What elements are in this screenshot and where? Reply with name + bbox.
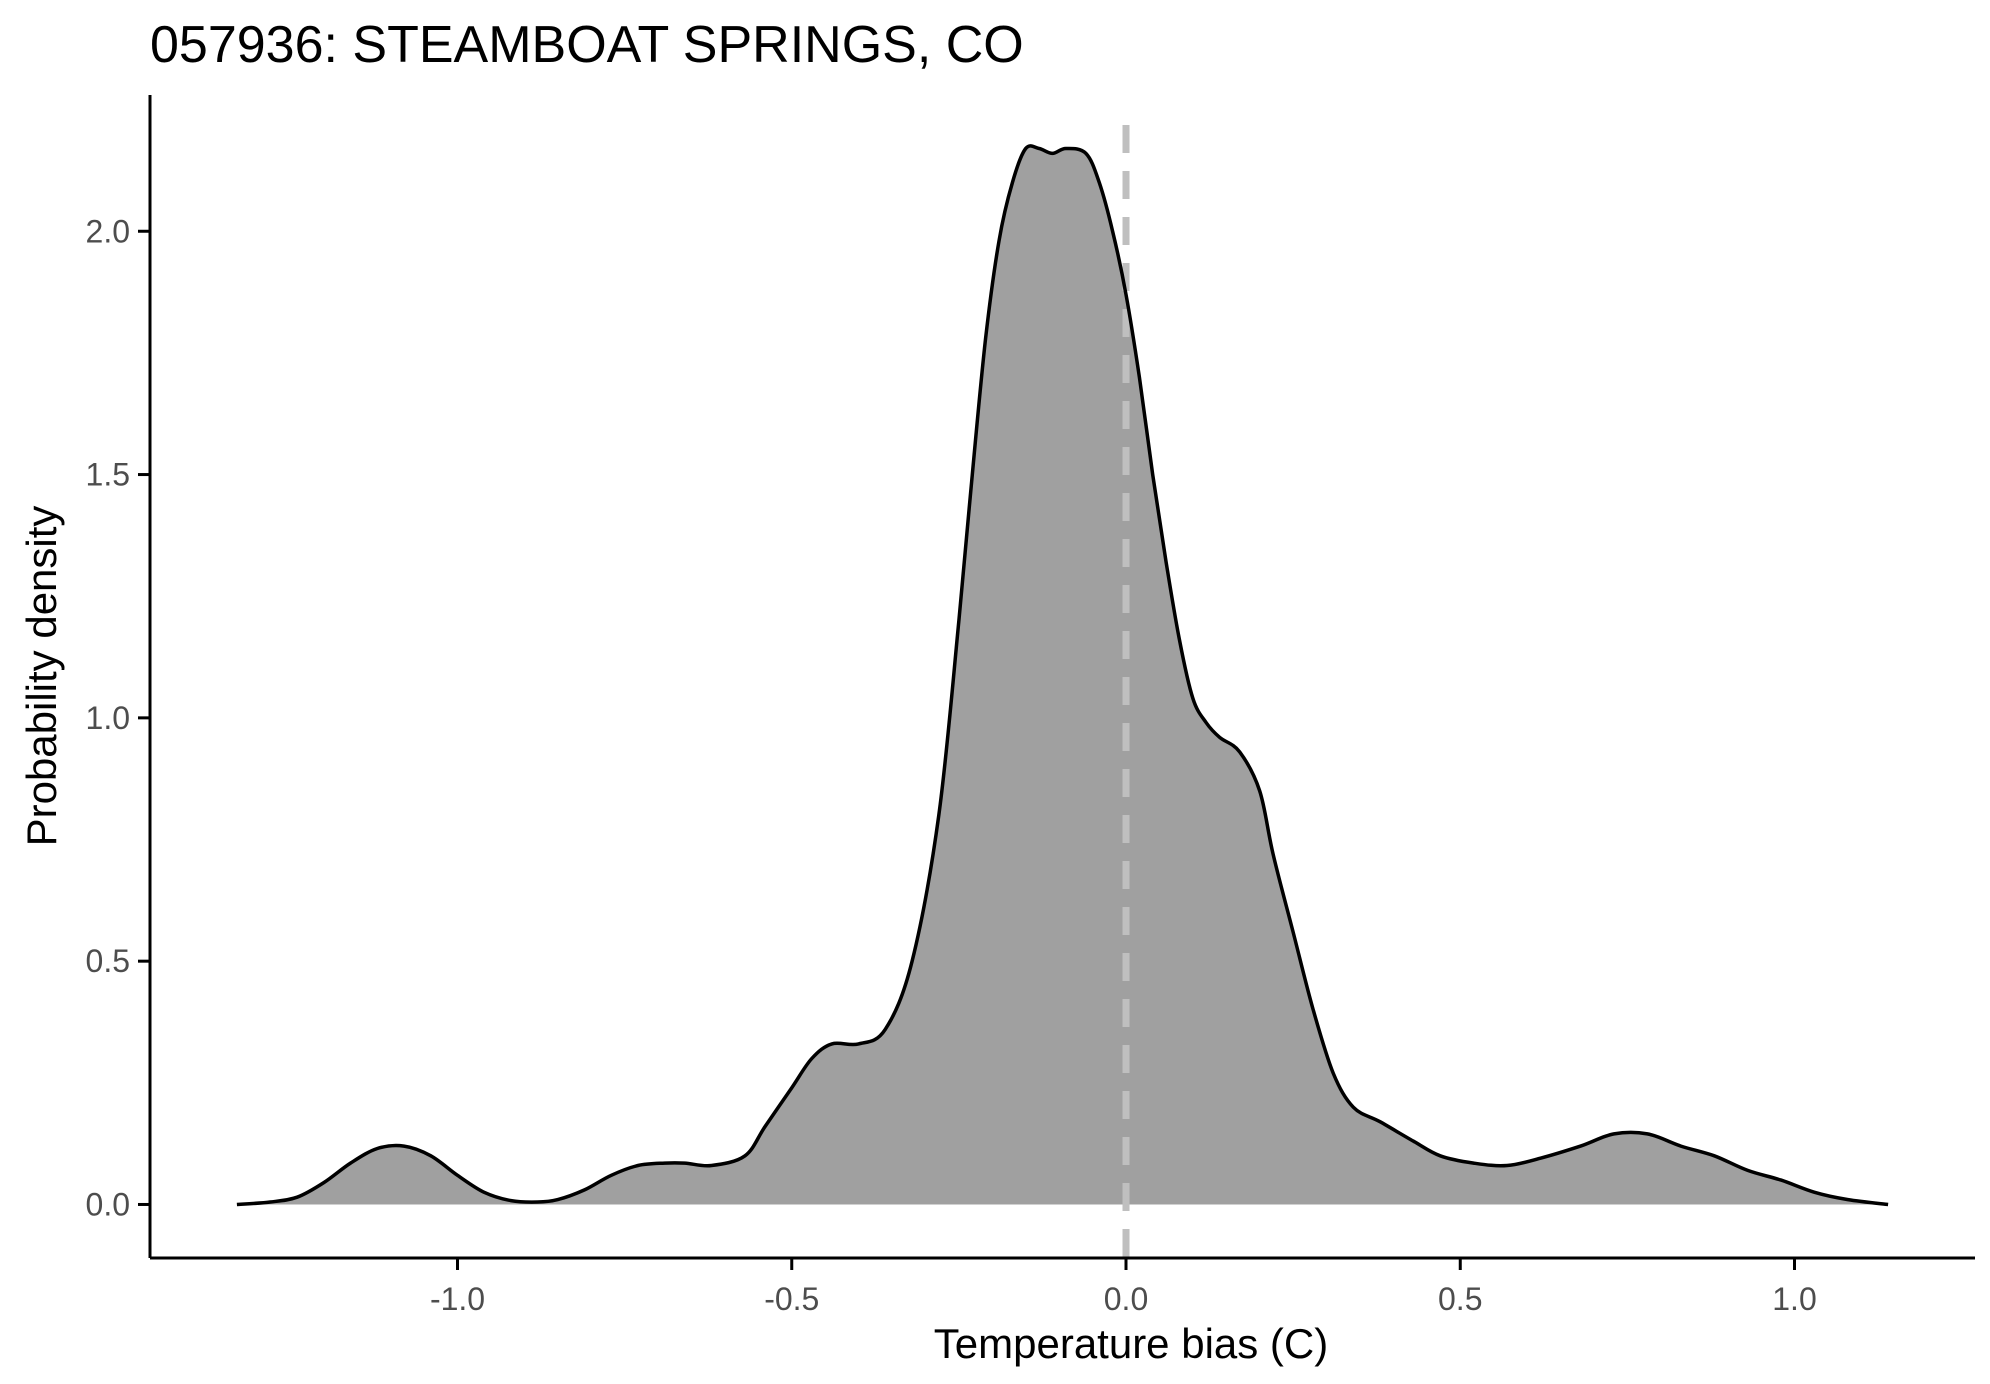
x-tick-label: 0.5	[1438, 1281, 1482, 1317]
chart-title: 057936: STEAMBOAT SPRINGS, CO	[150, 16, 1024, 74]
y-tick-label: 1.0	[86, 700, 130, 736]
y-tick-label: 2.0	[86, 213, 130, 249]
y-tick-label: 0.5	[86, 943, 130, 979]
density-line	[236, 144, 1889, 1207]
y-axis-ticks: 0.0 0.5 1.0 1.5 2.0	[86, 213, 150, 1222]
x-tick-label: -0.5	[764, 1281, 819, 1317]
density-area	[236, 145, 1889, 1205]
x-tick-label: -1.0	[430, 1281, 485, 1317]
y-tick-label: 0.0	[86, 1186, 130, 1222]
y-axis-title: Probability density	[18, 506, 65, 847]
y-tick-label: 1.5	[86, 457, 130, 493]
x-axis-title: Temperature bias (C)	[934, 1320, 1328, 1367]
x-tick-label: 1.0	[1772, 1281, 1816, 1317]
x-tick-label: 0.0	[1104, 1281, 1148, 1317]
x-axis-ticks: -1.0 -0.5 0.0 0.5 1.0	[430, 1258, 1817, 1317]
